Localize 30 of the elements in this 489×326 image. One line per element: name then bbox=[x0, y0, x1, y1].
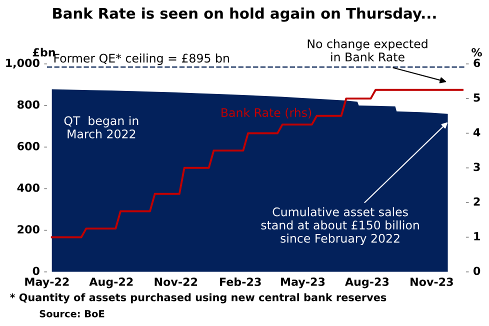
x-tick-label: Aug-23 bbox=[344, 278, 389, 288]
y2-tick-label: 1 bbox=[474, 232, 480, 240]
y-tick-label: 200 bbox=[18, 225, 40, 234]
y-tick-label: 400 bbox=[17, 184, 40, 192]
series-label: Bank Rate (rhs) bbox=[222, 108, 312, 118]
y2-tick-label: 0 bbox=[473, 266, 480, 276]
y2-tick-label: 5 bbox=[474, 94, 480, 102]
y-tick-label: 1,000 bbox=[6, 58, 40, 69]
y-tick-label: 800 bbox=[17, 100, 40, 109]
annotation: Cumulative asset sales stand at about £150 billion since February 2022 bbox=[261, 207, 419, 246]
annotation: QT began in March 2022 bbox=[64, 116, 138, 138]
y-tick-label: 0 bbox=[32, 266, 40, 276]
annotation: Former QE* ceiling = £895 bn bbox=[54, 54, 229, 65]
y-tick-label: 600 bbox=[17, 142, 40, 150]
y-axis-title: £bn bbox=[32, 48, 55, 57]
x-tick-label: Nov-23 bbox=[410, 278, 453, 286]
x-tick-label: May-23 bbox=[280, 278, 325, 288]
x-tick-label: Aug-22 bbox=[89, 278, 133, 288]
y2-tick-label: 3 bbox=[474, 162, 480, 172]
y2-axis-title: % bbox=[472, 48, 482, 57]
x-tick-label: May-22 bbox=[25, 278, 69, 288]
x-tick-label: Feb-23 bbox=[220, 277, 261, 286]
y2-tick-label: 6 bbox=[474, 58, 480, 68]
text: No change expected in Bank Rate bbox=[308, 39, 428, 62]
x-tick-label: Nov-22 bbox=[154, 278, 198, 286]
source-note: Source: BoE bbox=[40, 310, 104, 318]
y2-tick-label: 4 bbox=[473, 128, 480, 136]
y2-tick-label: 2 bbox=[474, 197, 480, 206]
text: * Quantity of assets purchased using new central bank reserves bbox=[10, 293, 386, 304]
chart-title: Bank Rate is seen on hold again on Thursday... bbox=[53, 8, 436, 22]
